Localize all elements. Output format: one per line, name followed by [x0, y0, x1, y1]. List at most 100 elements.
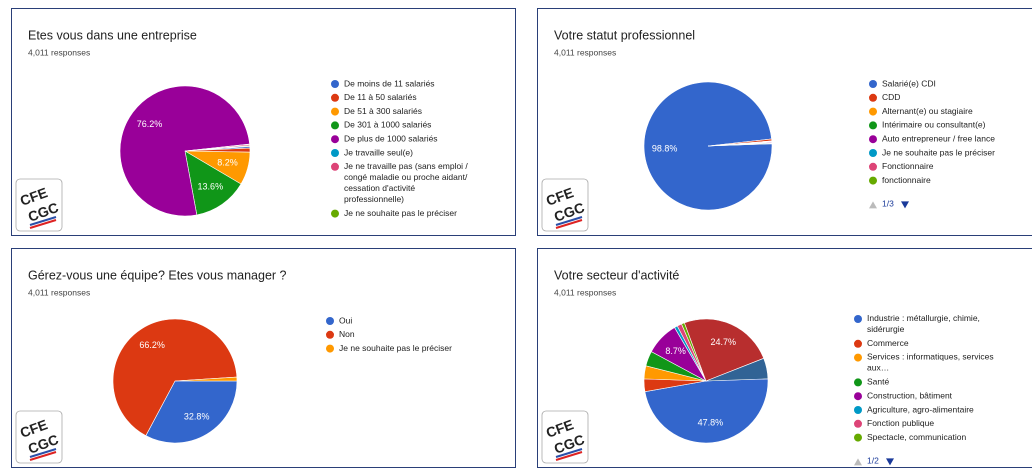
- legend-swatch: [869, 121, 877, 130]
- legend-swatch: [869, 80, 877, 88]
- pie-slice: [112, 318, 238, 437]
- pie-slice: [119, 85, 250, 217]
- legend-swatch: [869, 135, 877, 144]
- legend-next-arrow[interactable]: [901, 201, 909, 209]
- data-label: 8.2%: [217, 157, 238, 167]
- legend-label: Alternant(e) ou stagiaire: [882, 106, 973, 116]
- chart: Etes vous dans une entreprise 4,011 respo…: [15, 28, 468, 232]
- legend-swatch: [326, 317, 334, 325]
- legend-swatch: [869, 93, 877, 102]
- chart-subtitle: 4,011 responses: [28, 47, 90, 57]
- legend-swatch: [331, 107, 339, 116]
- pie-slice: [707, 143, 773, 147]
- chart-subtitle: 4,011 responses: [28, 287, 90, 297]
- chart: Votre secteur d'activité 4,011 responses 4…: [541, 268, 994, 466]
- logo-stripe: [29, 216, 57, 226]
- legend-swatch: [331, 149, 339, 157]
- legend-prev-arrow: [854, 458, 862, 466]
- chart-title: Etes vous dans une entreprise: [28, 28, 197, 42]
- data-label: 13.6%: [198, 182, 224, 192]
- legend-next-arrow[interactable]: [886, 458, 894, 466]
- chart-title: Votre statut professionnel: [554, 28, 695, 42]
- data-label: 32.8%: [184, 412, 210, 422]
- legend-label: Non: [339, 329, 355, 339]
- pie-slice: [184, 150, 242, 216]
- legend-label: De 11 à 50 salariés: [344, 92, 417, 102]
- legend-label: Spectacle, communication: [867, 432, 966, 442]
- chart-panel: Votre secteur d'activité 4,011 responses 4…: [537, 248, 1032, 468]
- logo-stripe: [29, 451, 57, 461]
- legend-swatch: [331, 80, 339, 88]
- data-label: 8.7%: [665, 346, 686, 356]
- legend-swatch: [854, 378, 862, 387]
- legend-label: Agriculture, agro-alimentaire: [867, 404, 974, 414]
- data-label: 76.2%: [137, 119, 163, 129]
- chart: Gérez-vous une équipe? Etes vous manager…: [15, 268, 452, 464]
- legend-swatch: [869, 149, 877, 157]
- legend-label: CDD: [882, 92, 900, 102]
- legend-label: De 301 à 1000 salariés: [344, 120, 431, 130]
- legend-label: Oui: [339, 315, 352, 325]
- pie-slice: [174, 376, 238, 382]
- legend-label: De 51 à 300 salariés: [344, 106, 422, 116]
- chart-panel: Gérez-vous une équipe? Etes vous manager…: [11, 248, 516, 468]
- legend-swatch: [326, 330, 334, 339]
- legend-swatch: [869, 162, 877, 171]
- legend-swatch: [854, 392, 862, 401]
- pie-slice: [705, 357, 769, 382]
- legend-swatch: [331, 135, 339, 144]
- logo-stripe: [555, 219, 583, 229]
- legend-label: Fonctionnaire: [882, 161, 934, 171]
- data-label: 24.7%: [710, 337, 736, 347]
- legend-label: Santé: [867, 377, 889, 387]
- legend-swatch: [869, 176, 877, 185]
- pie-slice: [644, 378, 769, 444]
- legend-swatch: [331, 209, 339, 218]
- legend-label: Industrie : métallurgie, chimie, sidérurg…: [867, 313, 980, 334]
- legend-page: 1/3: [882, 199, 894, 209]
- legend-label: Construction, bâtiment: [867, 390, 953, 400]
- legend-prev-arrow: [869, 201, 877, 209]
- data-label: 98.8%: [652, 144, 678, 154]
- legend-label: De plus de 1000 salariés: [344, 133, 438, 143]
- chart-subtitle: 4,011 responses: [554, 287, 616, 297]
- chart-panel: Etes vous dans une entreprise 4,011 respo…: [11, 8, 516, 236]
- legend-swatch: [854, 433, 862, 442]
- legend-label: Je ne souhaite pas le préciser: [882, 147, 995, 157]
- legend-label: Services : informatiques, services aux…: [867, 352, 994, 373]
- legend-label: Salarié(e) CDI: [882, 78, 936, 88]
- legend-label: Intérimaire ou consultant(e): [882, 120, 986, 130]
- legend-swatch: [331, 162, 339, 171]
- legend-swatch: [854, 339, 862, 348]
- legend-swatch: [331, 121, 339, 130]
- chart-panel: Votre statut professionnel 4,011 response…: [537, 8, 1032, 236]
- data-label: 47.8%: [698, 417, 724, 427]
- pie-slice: [145, 380, 238, 444]
- logo-stripe: [555, 448, 583, 458]
- logo-stripe: [29, 219, 57, 229]
- legend-label: De moins de 11 salariés: [344, 78, 435, 88]
- logo-stripe: [555, 451, 583, 461]
- legend-label: Commerce: [867, 338, 909, 348]
- pie-slice: [184, 145, 251, 152]
- chart-title: Gérez-vous une équipe? Etes vous manager…: [28, 268, 287, 282]
- legend-label: fonctionnaire: [882, 175, 931, 185]
- legend-label: Auto entrepreneur / free lance: [882, 133, 995, 143]
- legend-page: 1/2: [867, 456, 879, 466]
- legend-swatch: [854, 406, 862, 414]
- legend-swatch: [869, 107, 877, 116]
- legend-swatch: [326, 344, 334, 353]
- data-label: 66.2%: [139, 340, 165, 350]
- legend-label: Je ne souhaite pas le préciser: [344, 208, 457, 218]
- chart-subtitle: 4,011 responses: [554, 47, 616, 57]
- pie-slice: [684, 318, 765, 382]
- legend-label: Je travaille seul(e): [344, 147, 413, 157]
- chart-title: Votre secteur d'activité: [554, 268, 679, 282]
- legend-swatch: [854, 315, 862, 323]
- legend-swatch: [331, 93, 339, 102]
- legend-swatch: [854, 419, 862, 428]
